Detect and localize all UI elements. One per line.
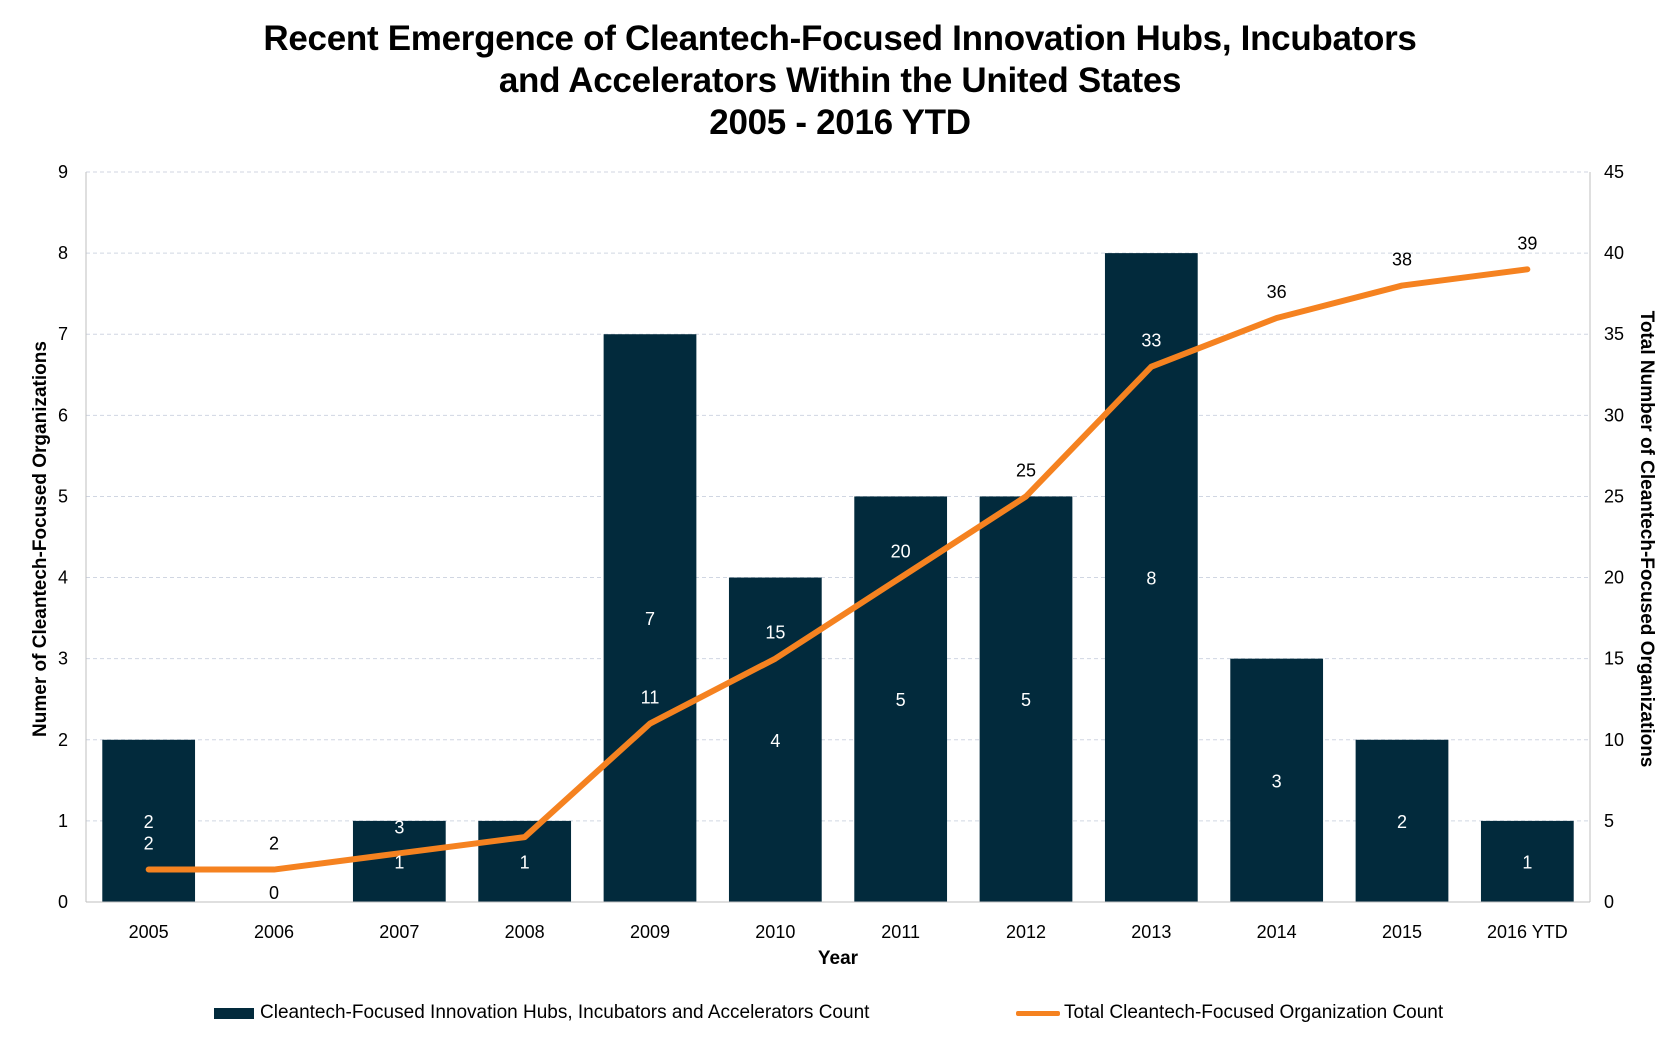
bar bbox=[352, 820, 446, 902]
line-value-label: 38 bbox=[1392, 250, 1412, 270]
y-axis-title-left: Numer of Cleantech-Focused Organizations bbox=[30, 341, 51, 737]
bar bbox=[1230, 658, 1324, 902]
y-tick-label-right: 30 bbox=[1604, 405, 1624, 425]
bar-value-label: 2 bbox=[1397, 812, 1407, 832]
y-tick-label-left: 1 bbox=[58, 811, 68, 831]
legend-line-swatch bbox=[1016, 1010, 1060, 1016]
line-value-label: 33 bbox=[1141, 331, 1161, 351]
bar-value-label: 4 bbox=[770, 731, 780, 751]
bar-value-label: 5 bbox=[1021, 690, 1031, 710]
x-tick-label: 2016 YTD bbox=[1487, 922, 1568, 942]
bar-value-label: 8 bbox=[1146, 569, 1156, 589]
y-tick-label-right: 5 bbox=[1604, 811, 1614, 831]
bar-value-label: 7 bbox=[645, 609, 655, 629]
bar-value-label: 5 bbox=[896, 690, 906, 710]
x-tick-label: 2007 bbox=[379, 922, 419, 942]
chart-title-line-2: and Accelerators Within the United State… bbox=[498, 61, 1182, 100]
bar bbox=[1480, 820, 1574, 902]
y-tick-label-left: 5 bbox=[58, 486, 68, 506]
x-tick-label: 2015 bbox=[1382, 922, 1422, 942]
bar bbox=[728, 577, 822, 902]
bar bbox=[1104, 253, 1198, 903]
line-value-label: 25 bbox=[1016, 460, 1036, 480]
bar-value-label: 3 bbox=[1272, 771, 1282, 791]
x-tick-label: 2008 bbox=[505, 922, 545, 942]
line-value-label: 36 bbox=[1267, 282, 1287, 302]
chart-title-line-1: Recent Emergence of Cleantech-Focused In… bbox=[263, 19, 1417, 58]
y-tick-label-right: 25 bbox=[1604, 486, 1624, 506]
y-tick-label-right: 40 bbox=[1604, 243, 1624, 263]
bar bbox=[603, 334, 697, 902]
bar bbox=[854, 496, 948, 902]
y-tick-label-right: 35 bbox=[1604, 324, 1624, 344]
bar-value-label: 0 bbox=[269, 883, 279, 903]
bar bbox=[1355, 739, 1449, 902]
line-value-label: 39 bbox=[1517, 233, 1537, 253]
y-tick-label-left: 2 bbox=[58, 730, 68, 750]
y-tick-label-right: 10 bbox=[1604, 730, 1624, 750]
line-value-label: 20 bbox=[891, 542, 911, 562]
y-tick-label-left: 6 bbox=[58, 405, 68, 425]
y-tick-label-right: 45 bbox=[1604, 162, 1624, 182]
legend-item-bar: Cleantech-Focused Innovation Hubs, Incub… bbox=[214, 1000, 869, 1026]
legend-item-line: Total Cleantech-Focused Organization Cou… bbox=[1016, 1000, 1443, 1026]
bar-value-label: 1 bbox=[1522, 852, 1532, 872]
total-count-line bbox=[145, 266, 1531, 873]
y-tick-label-right: 15 bbox=[1604, 649, 1624, 669]
x-tick-label: 2006 bbox=[254, 922, 294, 942]
legend-line-label: Total Cleantech-Focused Organization Cou… bbox=[1064, 1002, 1444, 1023]
bar-series bbox=[102, 253, 1574, 903]
bar-value-label: 2 bbox=[144, 812, 154, 832]
y-tick-label-right: 20 bbox=[1604, 568, 1624, 588]
x-tick-label: 2014 bbox=[1257, 922, 1297, 942]
x-tick-label: 2011 bbox=[881, 922, 920, 942]
y-tick-label-left: 0 bbox=[58, 892, 68, 912]
line-value-label: 3 bbox=[394, 817, 404, 837]
x-axis-title: Year bbox=[818, 948, 859, 969]
line-value-label: 2 bbox=[269, 834, 279, 854]
y-tick-label-left: 4 bbox=[58, 568, 68, 588]
gridlines bbox=[86, 171, 1590, 822]
x-tick-label: 2010 bbox=[755, 922, 795, 942]
legend-bar-label: Cleantech-Focused Innovation Hubs, Incub… bbox=[260, 1002, 870, 1023]
line-value-label: 15 bbox=[765, 623, 785, 643]
y-tick-label-left: 7 bbox=[58, 324, 68, 344]
y-tick-label-left: 3 bbox=[58, 649, 68, 669]
line-value-label: 4 bbox=[520, 801, 530, 821]
x-tick-label: 2013 bbox=[1131, 922, 1171, 942]
bar bbox=[979, 496, 1073, 902]
bar bbox=[102, 739, 196, 902]
chart-title-line-3: 2005 - 2016 YTD bbox=[709, 103, 971, 142]
chart-title: Recent Emergence of Cleantech-Focused In… bbox=[0, 18, 1680, 144]
line-series bbox=[145, 266, 1531, 873]
y-tick-label-left: 9 bbox=[58, 162, 68, 182]
y-tick-label-left: 8 bbox=[58, 243, 68, 263]
bar-value-label: 1 bbox=[520, 852, 530, 872]
x-tick-label: 2012 bbox=[1006, 922, 1046, 942]
y-axis-title-right: Total Number of Cleantech-Focused Organi… bbox=[1636, 311, 1657, 768]
legend-bar-swatch bbox=[214, 1007, 254, 1019]
y-tick-label-right: 0 bbox=[1604, 892, 1614, 912]
line-value-label: 2 bbox=[144, 834, 154, 854]
line-value-label: 11 bbox=[641, 688, 660, 708]
x-tick-label: 2005 bbox=[129, 922, 169, 942]
x-tick-label: 2009 bbox=[630, 922, 670, 942]
bar-value-label: 1 bbox=[394, 852, 404, 872]
